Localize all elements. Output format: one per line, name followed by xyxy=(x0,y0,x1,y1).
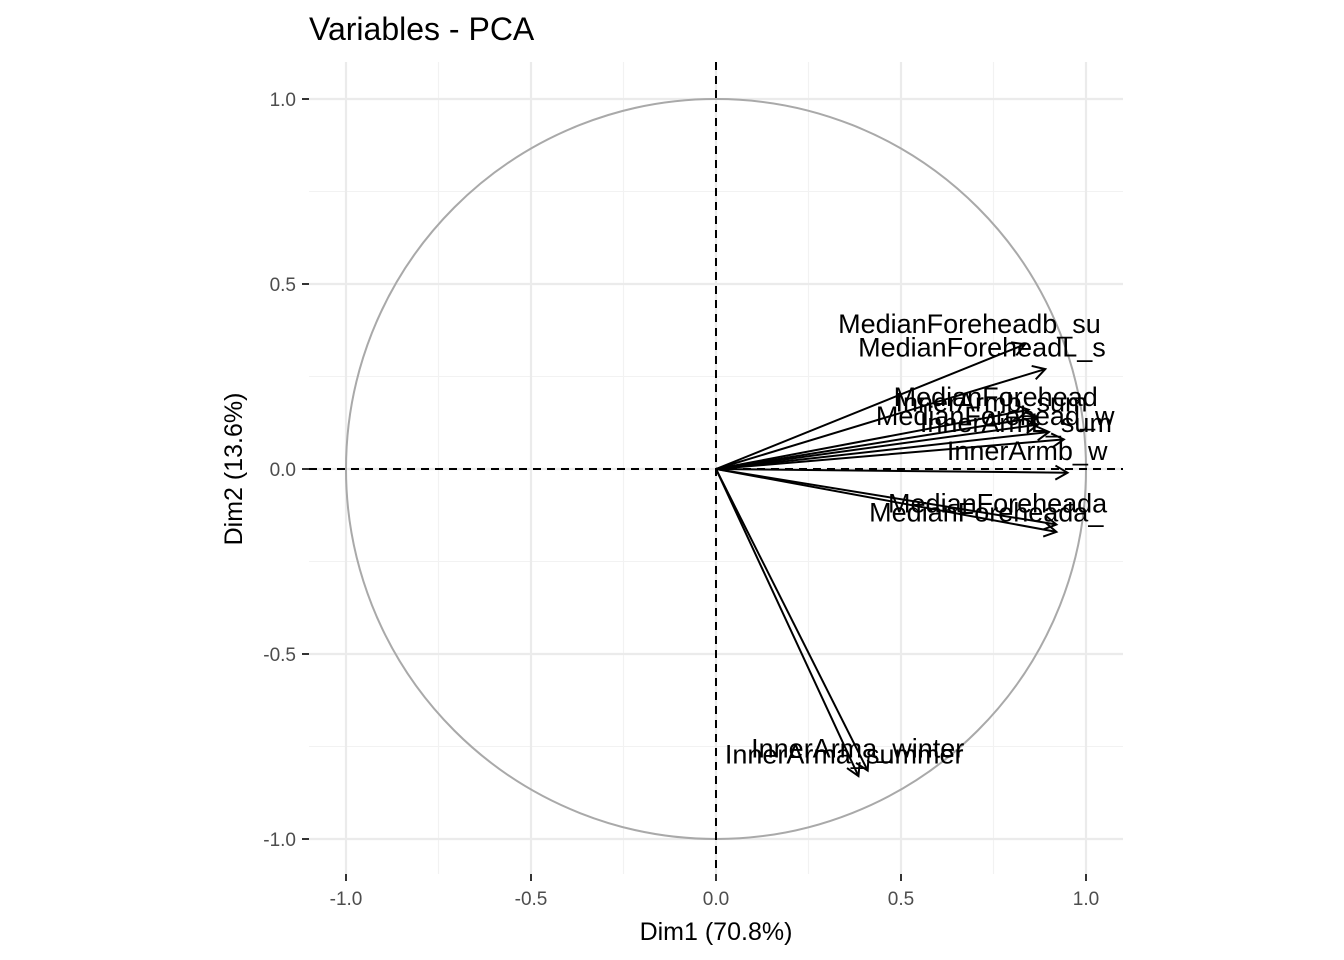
variable-label: MedianForehead xyxy=(894,382,1098,412)
x-axis: -1.0 -0.5 0.0 0.5 1.0 xyxy=(330,874,1099,910)
variable-label: InnerArmb_w xyxy=(947,436,1108,466)
chart-title: Variables - PCA xyxy=(309,11,535,47)
variable-label: MedianForeheada xyxy=(888,488,1108,518)
y-tick-label: 1.0 xyxy=(270,90,296,111)
variable-label: MedianForeheada_ xyxy=(869,497,1104,527)
x-tick-label: -1.0 xyxy=(330,889,363,910)
variable-label: MedianForehead_w xyxy=(876,401,1115,431)
variable-arrows xyxy=(715,341,1070,778)
variable-label: InnerArma_summer xyxy=(725,740,964,770)
y-tick-label: 0.5 xyxy=(270,275,296,296)
x-tick-label: 0.5 xyxy=(888,889,914,910)
variable-arrow xyxy=(715,404,1031,470)
variable-arrow xyxy=(715,468,870,773)
y-tick-label: 0.0 xyxy=(270,460,296,481)
variable-arrow xyxy=(715,425,1051,470)
variable-arrow xyxy=(715,464,1070,481)
variable-arrow xyxy=(715,468,861,778)
variable-label: InnerArmL_sum xyxy=(920,408,1112,438)
x-tick-label: 0.0 xyxy=(703,889,729,910)
variable-arrow xyxy=(715,468,1059,538)
variable-label: InnerArma_winter xyxy=(751,733,964,763)
variable-arrow xyxy=(715,411,1040,470)
variable-label: MedianForeheadL_s xyxy=(858,333,1106,363)
y-axis: -1.0 -0.5 0.0 0.5 1.0 xyxy=(263,90,309,851)
variable-arrow xyxy=(715,418,1040,470)
x-tick-label: -0.5 xyxy=(515,889,548,910)
variable-arrow xyxy=(715,468,1059,531)
x-axis-title: Dim1 (70.8%) xyxy=(640,918,793,946)
variable-label: MedianForeheadb_su xyxy=(838,309,1101,339)
variable-arrow xyxy=(715,432,1066,470)
variable-label: InnerArmb_sum xyxy=(895,387,1087,417)
y-tick-label: -1.0 xyxy=(263,830,296,851)
variable-arrow xyxy=(715,364,1048,470)
y-tick-label: -0.5 xyxy=(263,645,296,666)
variable-arrow xyxy=(715,341,1027,470)
y-axis-title: Dim2 (13.6%) xyxy=(220,393,248,546)
x-tick-label: 1.0 xyxy=(1073,889,1099,910)
